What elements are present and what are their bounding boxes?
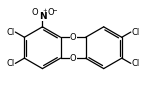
Text: Cl: Cl: [132, 59, 140, 68]
Text: −: −: [53, 8, 57, 13]
Text: O: O: [47, 8, 54, 17]
Text: O: O: [70, 54, 76, 63]
Text: Cl: Cl: [6, 28, 14, 37]
Text: Cl: Cl: [132, 28, 140, 37]
Text: +: +: [43, 8, 48, 13]
Text: Cl: Cl: [6, 59, 14, 68]
Text: O: O: [31, 8, 38, 17]
Text: N: N: [39, 12, 46, 21]
Text: O: O: [70, 33, 76, 42]
